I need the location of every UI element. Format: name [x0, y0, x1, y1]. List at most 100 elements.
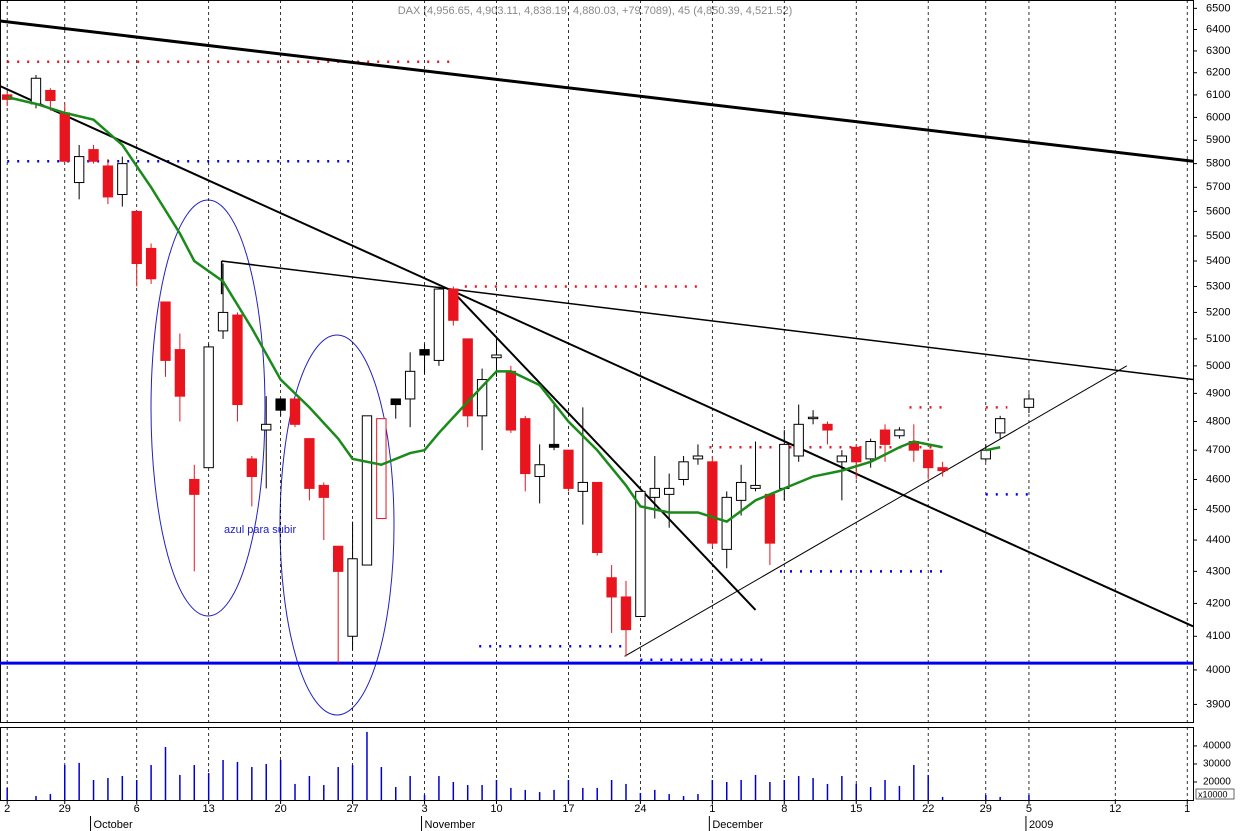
x-tick-label: 29	[980, 803, 992, 815]
candle-body	[145, 247, 157, 280]
month-label: October	[94, 819, 133, 831]
trendline	[0, 19, 1194, 163]
price-panel	[0, 0, 1194, 723]
unit-box	[1195, 788, 1235, 800]
candle-body	[448, 288, 459, 321]
annotation-ellipse	[150, 199, 266, 617]
y-tick-label: 6200	[1206, 67, 1230, 79]
moving-average	[985, 446, 1001, 452]
candle-body	[404, 370, 416, 400]
candle-body	[735, 481, 747, 501]
y-tick-label: 4700	[1206, 444, 1230, 456]
candle-body	[131, 210, 142, 265]
x-tick-label: 15	[850, 803, 862, 815]
annotation-ellipse	[279, 334, 395, 716]
candle-body	[879, 429, 891, 445]
y-tick-label: 6000	[1206, 111, 1230, 123]
y-tick-label: 4500	[1206, 503, 1230, 515]
candle-body	[534, 464, 545, 478]
month-label: November	[425, 819, 476, 831]
x-tick-label: 2	[4, 803, 10, 815]
x-tick-label: 27	[346, 803, 358, 815]
candle-body	[174, 349, 186, 397]
y-tick-label: 4800	[1206, 415, 1230, 427]
candle-body	[606, 577, 617, 598]
chart-title: DAX (4,956.65, 4,903.11, 4,838.19, 4,880…	[398, 5, 793, 17]
candle-body	[764, 493, 776, 544]
candle-body	[505, 370, 517, 431]
y-tick-label: 5600	[1206, 205, 1230, 217]
candle-body	[462, 338, 473, 417]
candle-body	[117, 163, 128, 196]
x-tick-label: 1	[709, 803, 715, 815]
x-tick-label: 3	[421, 803, 427, 815]
month-label: 2009	[1029, 819, 1053, 831]
y-tick-label: 5000	[1206, 360, 1230, 372]
candle-body	[635, 490, 646, 617]
y-tick-label: 5300	[1206, 280, 1230, 292]
y-tick-label: 3900	[1206, 698, 1230, 710]
y-tick-label: 4300	[1206, 565, 1230, 577]
candle-body	[721, 496, 732, 550]
candle-body	[663, 487, 675, 495]
candle-body	[59, 112, 70, 162]
candle-body	[318, 484, 329, 498]
y-tick-label: 6100	[1206, 89, 1230, 101]
y-tick-label: 5100	[1206, 333, 1230, 345]
candle-body	[563, 449, 574, 489]
candle-body	[261, 423, 272, 431]
month-label: December	[712, 819, 763, 831]
candle-body	[289, 398, 301, 425]
annotation: azul para subir	[224, 524, 296, 536]
candle-body	[419, 349, 430, 356]
x-tick-label: 17	[562, 803, 574, 815]
x-tick-label: 29	[59, 803, 71, 815]
candle-body	[102, 165, 114, 198]
candle-body	[217, 311, 229, 332]
volume-tick-label: 40000	[1203, 741, 1231, 752]
candle-body	[994, 418, 1006, 434]
trendline	[449, 288, 757, 611]
trendline	[221, 260, 1194, 381]
candle-body	[779, 443, 790, 489]
candle-body	[980, 449, 991, 460]
candle-body	[390, 398, 401, 406]
y-tick-label: 6500	[1206, 2, 1230, 14]
candle-body	[433, 288, 445, 361]
candle-body	[923, 449, 934, 469]
candle-body	[678, 461, 689, 480]
y-tick-label: 4000	[1206, 664, 1230, 676]
candle-body	[73, 156, 85, 184]
candle-body	[692, 455, 704, 460]
candle-body	[30, 77, 42, 105]
y-tick-label: 4200	[1206, 597, 1230, 609]
x-tick-label: 6	[134, 803, 140, 815]
y-tick-label: 5200	[1206, 306, 1230, 318]
candle-body	[750, 484, 761, 489]
candle-body	[649, 487, 660, 498]
volume-unit: x10000	[1198, 789, 1228, 799]
x-tick-label: 5	[1026, 803, 1032, 815]
candle-body	[793, 423, 804, 457]
candle-body	[246, 458, 258, 478]
candle-body	[851, 446, 862, 463]
x-tick-label: 1	[1184, 803, 1190, 815]
x-tick-label: 22	[922, 803, 934, 815]
candle-body	[577, 481, 589, 492]
y-tick-label: 4100	[1206, 630, 1230, 642]
candle-body	[189, 478, 200, 495]
y-tick-label: 6400	[1206, 23, 1230, 35]
candle-body	[822, 423, 833, 431]
x-tick-label: 20	[274, 803, 286, 815]
candle-body	[160, 301, 171, 361]
candle-body	[865, 441, 876, 460]
x-tick-label: 10	[490, 803, 502, 815]
y-tick-label: 5700	[1206, 181, 1230, 193]
x-tick-label: 8	[781, 803, 787, 815]
candle-body	[361, 415, 373, 566]
y-tick-label: 5800	[1206, 158, 1230, 170]
candle-body	[894, 429, 905, 437]
candle-body	[807, 416, 819, 420]
